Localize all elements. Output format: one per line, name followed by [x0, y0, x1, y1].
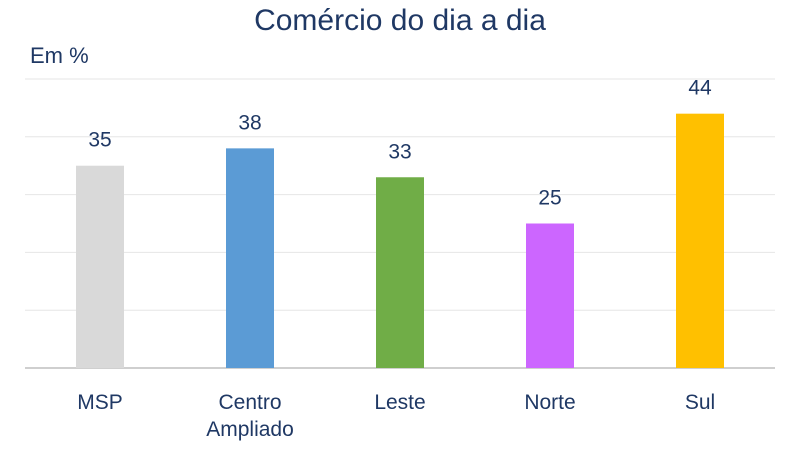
bar	[76, 165, 124, 368]
bar-value-label: 38	[238, 111, 261, 134]
x-tick-label: Leste	[374, 391, 425, 414]
x-tick-label: Centro Ampliado	[206, 391, 294, 441]
bar	[676, 113, 724, 369]
bar-value-label: 44	[688, 77, 712, 100]
x-tick-label: Sul	[685, 391, 715, 414]
chart-title: Comércio do dia a dia	[254, 4, 546, 37]
x-tick-label: Norte	[524, 391, 575, 414]
bar	[376, 177, 424, 368]
x-tick-label: MSP	[77, 391, 123, 414]
y-axis-unit-label: Em %	[30, 43, 89, 68]
bar	[526, 223, 574, 368]
bar-value-label: 33	[388, 140, 411, 163]
bar-value-label: 25	[538, 187, 561, 210]
bar	[226, 148, 274, 368]
bar-value-label: 35	[88, 129, 111, 152]
